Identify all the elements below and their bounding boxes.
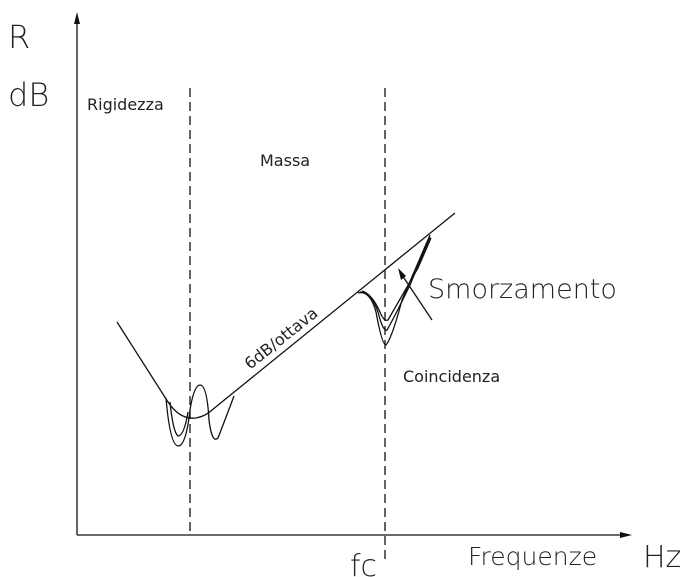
resonance-dips [165, 384, 235, 447]
y-unit: dB [8, 76, 49, 114]
resonance-inner [169, 401, 189, 437]
coincidence-dip-3 [361, 237, 432, 321]
y-label: R [8, 18, 30, 56]
x-label: Frequenze [468, 542, 597, 571]
region-label: Rigidezza [87, 95, 164, 114]
y-axis-arrow [74, 12, 80, 24]
damping-arrowhead [398, 268, 406, 280]
region-label: Massa [260, 151, 310, 170]
damping-pointer [399, 271, 433, 321]
transmission-loss-curve [116, 212, 456, 419]
x-unit: Hz [643, 540, 681, 575]
slope-label: 6dB/ottava [241, 303, 322, 373]
x-marker: fc [350, 549, 377, 577]
x-axis-arrow [620, 532, 632, 538]
coincidence-dip-1 [357, 234, 431, 346]
damping-label: Smorzamento [428, 274, 617, 305]
region-label: Coincidenza [403, 367, 500, 386]
coincidence-dip-2 [359, 236, 431, 331]
